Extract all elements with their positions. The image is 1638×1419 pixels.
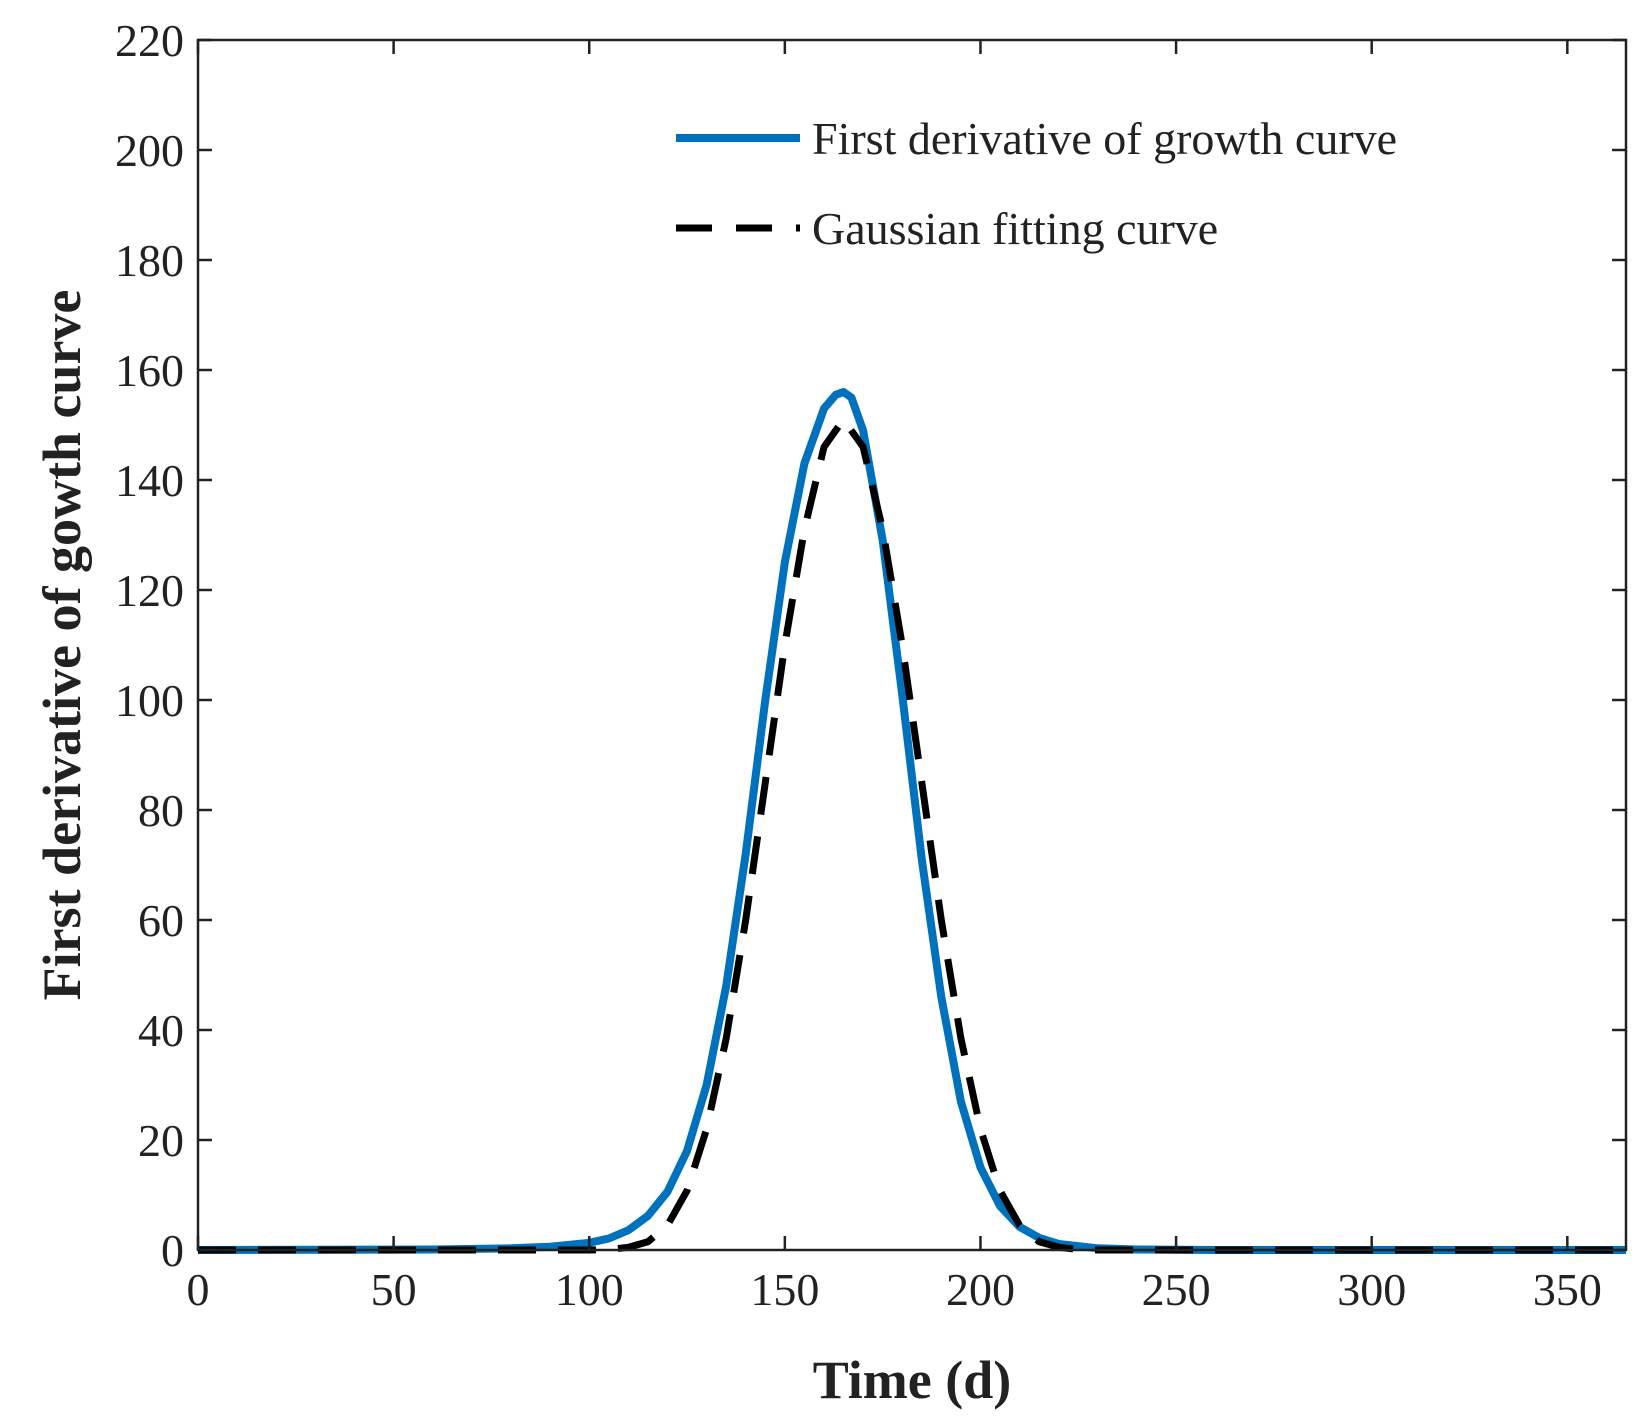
- y-tick-label: 120: [115, 565, 184, 616]
- x-tick-label: 250: [1142, 1264, 1211, 1315]
- x-tick-label: 100: [555, 1264, 624, 1315]
- x-tick-label: 200: [946, 1264, 1015, 1315]
- x-tick-label: 50: [371, 1264, 417, 1315]
- y-tick-label: 140: [115, 455, 184, 506]
- y-axis-title: First derivative of gowth curve: [32, 290, 92, 1001]
- tick-labels: 0 50 100 150 200 250 300 350 0 20 40 60 80 100 120 140 1…: [115, 15, 1602, 1315]
- y-tick-label: 20: [138, 1115, 184, 1166]
- y-tick-label: 180: [115, 235, 184, 286]
- series-line-2: [198, 416, 1626, 1254]
- y-tick-label: 80: [138, 785, 184, 836]
- series-line-1: [197, 388, 1626, 1254]
- legend-label-2: Gaussian fitting curve: [812, 203, 1218, 254]
- y-tick-label: 60: [138, 895, 184, 946]
- y-tick-label: 220: [115, 15, 184, 66]
- x-tick-label: 150: [750, 1264, 819, 1315]
- curves: [197, 388, 1626, 1254]
- legend-label-1: First derivative of growth curve: [812, 113, 1397, 164]
- x-tick-label: 300: [1337, 1264, 1406, 1315]
- axes-frame: [196, 38, 1628, 1252]
- y-tick-label: 40: [138, 1005, 184, 1056]
- y-tick-label: 0: [161, 1225, 184, 1276]
- y-tick-label: 100: [115, 675, 184, 726]
- x-axis-title: Time (d): [813, 1350, 1012, 1410]
- legend: First derivative of growth curve Gaussian…: [676, 113, 1397, 254]
- x-tick-label: 350: [1533, 1264, 1602, 1315]
- y-tick-label: 200: [115, 125, 184, 176]
- x-tick-label: 0: [187, 1264, 210, 1315]
- y-tick-label: 160: [115, 345, 184, 396]
